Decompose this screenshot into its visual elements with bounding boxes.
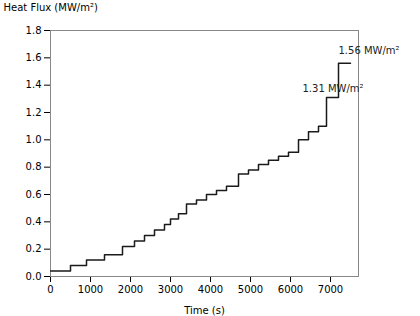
svg-text:1.6: 1.6 xyxy=(26,52,42,63)
svg-text:0.0: 0.0 xyxy=(26,271,42,282)
svg-text:1.0: 1.0 xyxy=(26,134,42,145)
svg-text:3000: 3000 xyxy=(158,284,183,295)
svg-text:0.4: 0.4 xyxy=(26,216,42,227)
svg-text:0.8: 0.8 xyxy=(26,161,42,172)
svg-text:1.2: 1.2 xyxy=(26,107,42,118)
svg-text:Heat Flux (MW/m²): Heat Flux (MW/m²) xyxy=(4,2,98,13)
svg-text:1.4: 1.4 xyxy=(26,79,42,90)
svg-text:0: 0 xyxy=(47,284,53,295)
svg-text:4000: 4000 xyxy=(198,284,223,295)
svg-text:1.8: 1.8 xyxy=(26,25,42,36)
svg-text:0.6: 0.6 xyxy=(26,189,42,200)
svg-text:0.2: 0.2 xyxy=(26,243,42,254)
svg-text:6000: 6000 xyxy=(278,284,303,295)
svg-text:Time (s): Time (s) xyxy=(183,305,225,316)
svg-text:1.56 MW/m²: 1.56 MW/m² xyxy=(339,45,400,56)
svg-text:1.31 MW/m²: 1.31 MW/m² xyxy=(303,83,364,94)
svg-text:1000: 1000 xyxy=(78,284,103,295)
svg-text:2000: 2000 xyxy=(118,284,143,295)
svg-text:7000: 7000 xyxy=(318,284,343,295)
svg-text:5000: 5000 xyxy=(238,284,263,295)
